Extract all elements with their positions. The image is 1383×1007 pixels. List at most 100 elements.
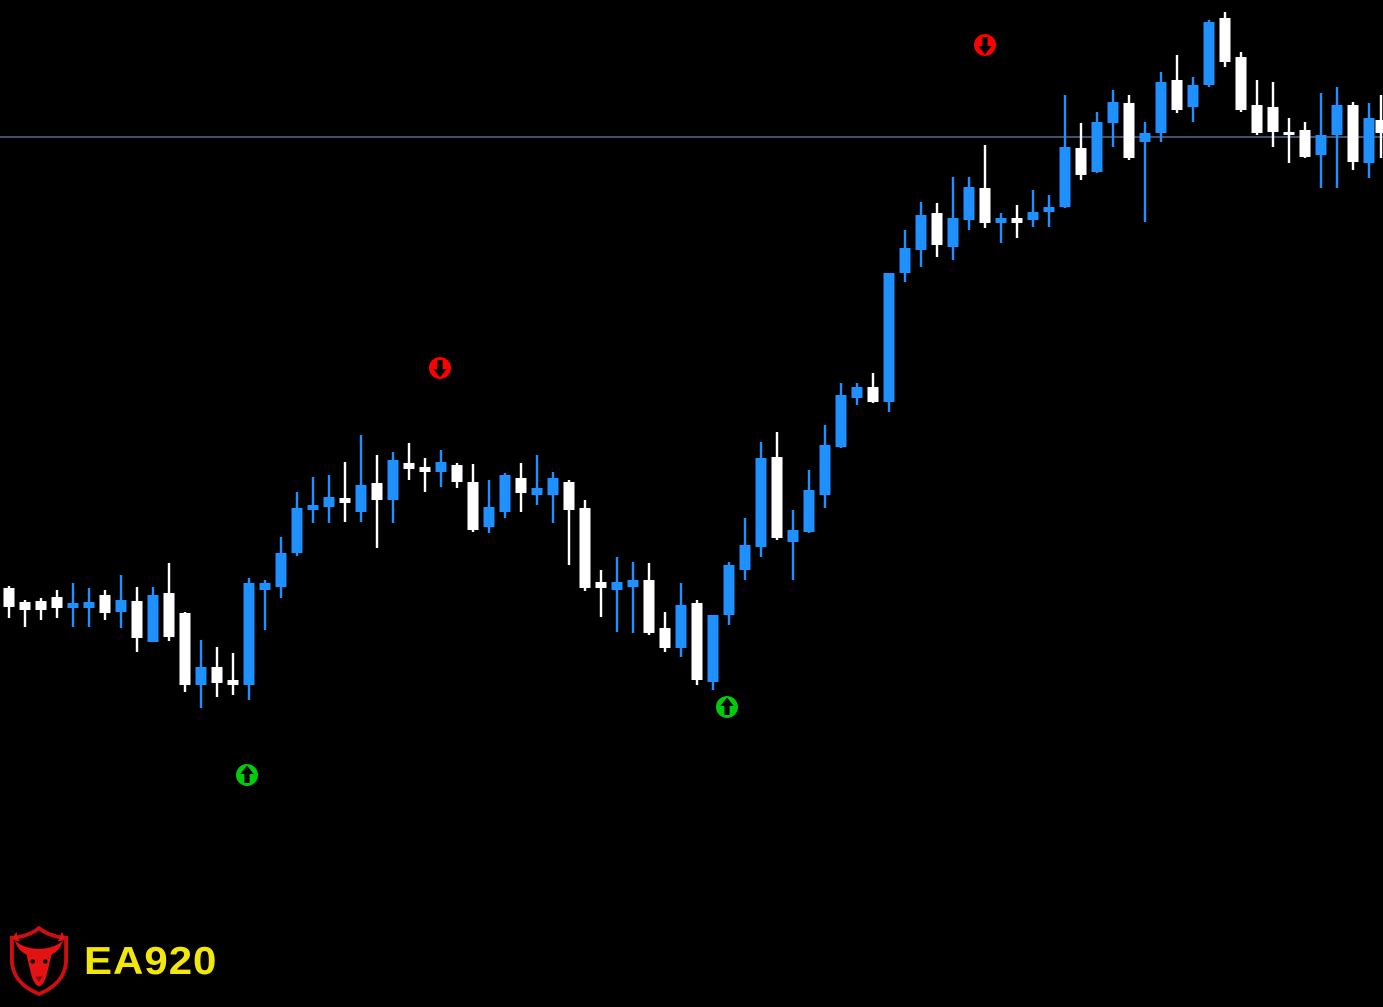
bull-shield-icon: [9, 926, 69, 996]
candle-body: [611, 582, 623, 590]
bear-candle: [659, 612, 671, 652]
bear-candle: [1251, 80, 1263, 135]
bull-candle: [307, 477, 319, 523]
candle-body: [1059, 147, 1071, 207]
bull-candle: [115, 575, 127, 628]
candle-body: [851, 387, 863, 398]
bull-candle: [963, 177, 975, 230]
candle-body: [291, 508, 303, 553]
bull-candle: [67, 583, 79, 627]
bear-candle: [1075, 123, 1087, 180]
candle-body: [483, 507, 495, 527]
watermark-logo: EA920: [8, 926, 217, 996]
bull-candle: [1363, 103, 1375, 178]
bear-candle: [1235, 52, 1247, 112]
candle-body: [259, 583, 271, 590]
candle-body: [579, 508, 591, 588]
candle-body: [51, 597, 63, 608]
bear-candle: [515, 463, 527, 512]
bear-candle: [643, 563, 655, 635]
candle-body: [1139, 133, 1151, 142]
candle-body: [1155, 82, 1167, 133]
bear-candle: [467, 464, 479, 532]
candle-body: [1219, 18, 1231, 62]
candle-body: [1363, 118, 1375, 163]
bear-candle: [211, 647, 223, 697]
candle-body: [723, 565, 735, 615]
candle-body: [355, 485, 367, 512]
bear-candle: [339, 462, 351, 522]
candle-body: [387, 460, 399, 500]
bull-candle: [291, 492, 303, 556]
candle-body: [99, 595, 111, 613]
candle-body: [707, 615, 719, 682]
candle-body: [3, 588, 15, 607]
candle-body: [883, 273, 895, 402]
candle-body: [35, 601, 47, 610]
bull-candle: [1059, 95, 1071, 208]
bear-candle: [179, 612, 191, 692]
candle-body: [179, 613, 191, 685]
candle-body: [67, 603, 79, 608]
candle-body: [1043, 207, 1055, 212]
bull-candle: [611, 557, 623, 632]
candle-body: [1283, 132, 1295, 135]
bear-candle: [35, 598, 47, 620]
bear-candle: [227, 653, 239, 695]
sell-arrow-icon: [974, 34, 996, 56]
candle-body: [211, 667, 223, 683]
candle-body: [915, 215, 927, 250]
bear-candle: [1011, 205, 1023, 238]
bull-candle: [1155, 72, 1167, 142]
candle-body: [867, 387, 879, 402]
candle-body: [547, 478, 559, 495]
candle-body: [675, 605, 687, 648]
bull-candle: [1187, 77, 1199, 122]
candle-body: [1091, 122, 1103, 172]
bull-candle: [259, 580, 271, 630]
candle-body: [1299, 130, 1311, 157]
bull-candle: [627, 562, 639, 633]
bear-candle: [771, 432, 783, 540]
candle-body: [403, 463, 415, 469]
sell-arrow-icon: [429, 357, 451, 379]
bull-candle: [547, 472, 559, 523]
bull-candle: [899, 230, 911, 282]
buy-arrow-icon: [236, 764, 258, 786]
bull-candle: [355, 435, 367, 522]
bear-candle: [691, 600, 703, 685]
candle-body: [243, 583, 255, 685]
candle-body: [163, 593, 175, 637]
bear-candle: [1347, 102, 1359, 170]
candle-body: [739, 545, 751, 570]
candle-body: [147, 595, 159, 642]
candle-body: [1331, 105, 1343, 135]
bull-candle: [1091, 112, 1103, 173]
bull-candle: [739, 518, 751, 580]
bull-candle: [323, 475, 335, 523]
candle-body: [1267, 107, 1279, 132]
buy-arrow-icon: [716, 696, 738, 718]
bull-candle: [499, 473, 511, 518]
bear-candle: [163, 563, 175, 641]
bear-candle: [19, 600, 31, 627]
bear-candle: [867, 373, 879, 403]
bull-candle: [1139, 122, 1151, 222]
candle-body: [339, 498, 351, 503]
candle-body: [1171, 80, 1183, 110]
bear-candle: [451, 463, 463, 488]
candle-body: [1075, 148, 1087, 175]
bull-candle: [723, 562, 735, 625]
bull-candle: [851, 383, 863, 405]
candle-body: [563, 482, 575, 510]
bull-candle: [1331, 87, 1343, 188]
candle-body: [195, 667, 207, 685]
bull-candle: [1203, 20, 1215, 87]
candle-body: [899, 248, 911, 273]
bull-candle: [1043, 195, 1055, 227]
bull-candle: [483, 480, 495, 533]
candle-body: [659, 628, 671, 648]
bull-candle: [243, 578, 255, 700]
bear-candle: [931, 203, 943, 257]
